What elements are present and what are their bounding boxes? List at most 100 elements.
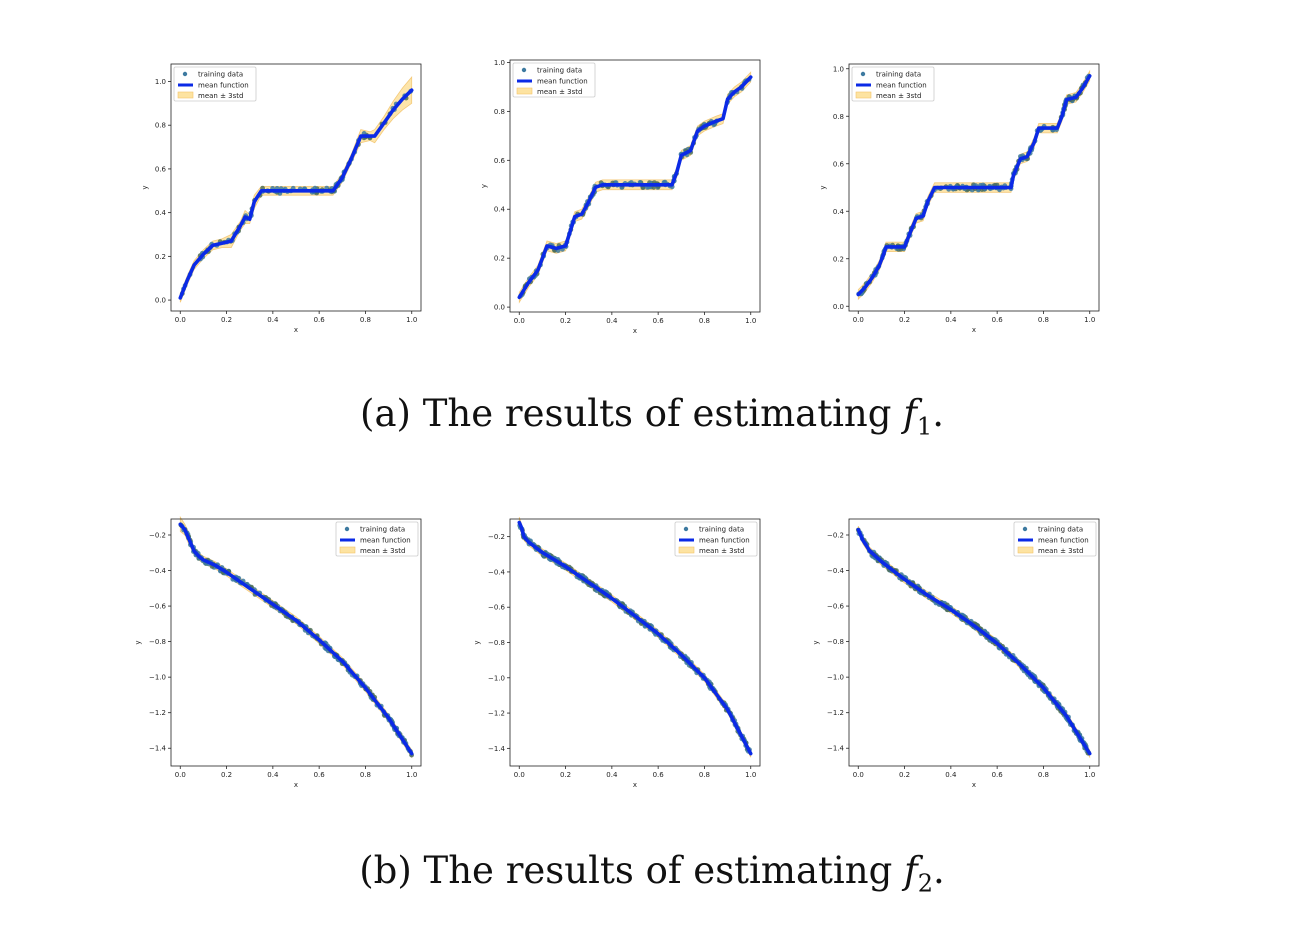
legend-label-training: training data [876,71,921,79]
x-axis-label: x [972,326,976,334]
y-tick-label: −0.4 [827,567,845,575]
x-axis-label: x [294,326,298,334]
legend-label-mean: mean function [1038,537,1089,545]
x-tick-label: 0.8 [1038,316,1049,324]
legend-marker-training [683,526,689,532]
y-tick-label: −1.2 [149,709,166,717]
y-tick-label: −0.2 [488,533,505,541]
caption-b-prefix: (b) The results of estimating [359,849,905,892]
caption-a-prefix: (a) The results of estimating [360,392,904,435]
y-tick-label: 0.8 [833,113,844,121]
x-tick-label: 0.0 [175,316,186,324]
y-tick-label: −0.8 [827,638,844,646]
x-axis-label: x [633,781,637,789]
y-tick-label: 0.6 [494,157,506,165]
y-axis-label: y [134,640,142,644]
y-tick-label: −1.4 [827,745,845,753]
x-tick-label: 0.6 [314,771,326,779]
x-tick-label: 1.0 [745,771,756,779]
y-tick-label: 0.4 [494,206,506,214]
x-tick-label: 1.0 [1084,316,1095,324]
x-tick-label: 0.6 [314,316,326,324]
legend-marker-band [855,91,872,99]
legend-label-training: training data [699,526,744,534]
y-tick-label: 0.2 [833,255,844,263]
y-tick-label: 0.8 [494,108,505,116]
x-tick-label: 0.2 [221,316,232,324]
x-tick-label: 1.0 [1084,771,1095,779]
legend-label-band: mean ± 3std [699,547,744,555]
legend-label-mean: mean function [360,537,411,545]
x-tick-label: 1.0 [745,317,756,325]
legend-marker-band [339,546,356,554]
legend-box [173,66,257,102]
y-tick-label: −0.4 [149,567,167,575]
axes-frame [170,518,422,767]
y-tick-label: 0.6 [833,160,845,168]
legend-marker-band [516,87,533,95]
legend-label-training: training data [537,67,582,75]
legend: training data mean function mean ± 3std [1013,521,1097,557]
x-tick-label: 0.2 [560,317,571,325]
y-tick-label: −0.8 [149,638,166,646]
legend-label-band: mean ± 3std [1038,547,1083,555]
y-tick-label: 0.4 [833,208,845,216]
y-tick-label: 0.0 [494,304,505,312]
legend: training data mean function mean ± 3std [335,521,419,557]
x-tick-label: 0.0 [853,316,864,324]
y-tick-label: 0.0 [155,297,166,305]
y-tick-label: −0.6 [149,603,167,611]
chart-panel-1: 0.0 0.2 0.4 0.6 0.8 1.0 0.0 0.2 0.4 0.6 0.8 1.0 x y tr… [141,63,422,334]
legend: training data mean function mean ± 3std [173,66,257,102]
legend-box [851,66,935,102]
legend-label-training: training data [360,526,405,534]
chart-panel-3: 0.0 0.2 0.4 0.6 0.8 1.0 0.0 0.2 0.4 0.6 0.8 1.0 x y tr… [819,63,1100,334]
x-tick-label: 0.4 [945,771,957,779]
y-tick-label: −1.2 [488,710,505,718]
x-tick-label: 0.6 [992,771,1004,779]
legend-label-mean: mean function [198,82,249,90]
chart-panel-5: 0.0 0.2 0.4 0.6 0.8 1.0 −0.2 −0.4 −0.6 −0.8 −1.0 −1… [473,517,761,789]
y-tick-label: 0.2 [494,255,505,263]
legend-label-band: mean ± 3std [360,547,405,555]
x-tick-label: 0.2 [560,771,571,779]
legend-label-mean: mean function [699,537,750,545]
legend-box [674,521,758,557]
caption-b-sub: 2 [917,869,933,898]
legend-label-training: training data [1038,526,1083,534]
x-tick-label: 0.6 [653,317,665,325]
caption-b-var: f [904,849,918,892]
y-axis-label: y [812,640,820,644]
legend-marker-training [1022,526,1028,532]
axes-frame [848,63,1100,312]
axes-frame [848,518,1100,767]
legend-label-training: training data [198,71,243,79]
x-tick-label: 0.0 [175,771,186,779]
x-tick-label: 1.0 [406,771,417,779]
x-axis-label: x [633,327,637,335]
mean-function-line [178,88,414,300]
caption-a: (a) The results of estimating f1. [0,392,1304,440]
x-tick-label: 1.0 [406,316,417,324]
y-tick-label: −0.6 [827,603,845,611]
x-tick-label: 0.8 [1038,771,1049,779]
legend-label-band: mean ± 3std [537,88,582,96]
y-tick-label: 0.8 [155,122,166,130]
y-tick-label: −1.0 [149,674,166,682]
legend-marker-training [182,71,188,77]
y-axis-label: y [473,640,481,644]
y-tick-label: 1.0 [155,78,166,86]
axes-frame [509,59,761,313]
x-tick-label: 0.6 [992,316,1004,324]
legend-label-band: mean ± 3std [198,92,243,100]
mean-function-line [517,520,753,756]
chart-panel-6: 0.0 0.2 0.4 0.6 0.8 1.0 −0.2 −0.4 −0.6 −0.8 −1.0 −1… [812,518,1100,789]
legend-label-mean: mean function [876,82,927,90]
caption-a-var: f [903,392,917,435]
y-tick-label: −1.2 [827,709,844,717]
x-tick-label: 0.0 [514,317,525,325]
caption-a-suffix: . [932,392,944,435]
y-tick-label: 1.0 [494,59,505,67]
x-tick-label: 0.4 [945,316,957,324]
legend: training data mean function mean ± 3std [851,66,935,102]
